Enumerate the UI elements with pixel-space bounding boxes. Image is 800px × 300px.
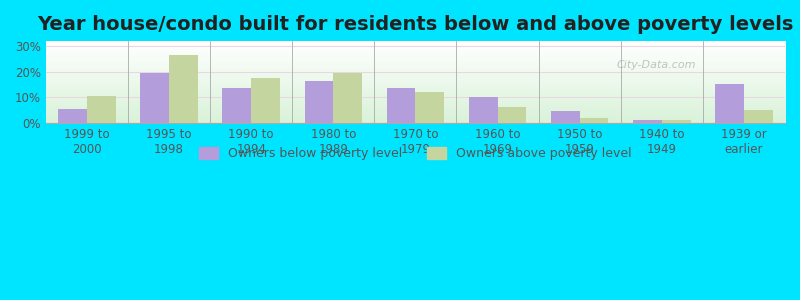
Bar — [334, 73, 362, 123]
Bar — [715, 84, 744, 123]
Bar — [469, 97, 498, 123]
Bar — [222, 88, 251, 123]
Bar — [580, 118, 609, 123]
Bar — [498, 107, 526, 123]
Bar — [386, 88, 415, 123]
Text: City-Data.com: City-Data.com — [617, 60, 696, 70]
Bar — [251, 78, 280, 123]
Bar — [744, 110, 773, 123]
Bar — [551, 111, 580, 123]
Title: Year house/condo built for residents below and above poverty levels: Year house/condo built for residents bel… — [38, 15, 794, 34]
Legend: Owners below poverty level, Owners above poverty level: Owners below poverty level, Owners above… — [194, 142, 637, 165]
Bar — [633, 120, 662, 123]
Bar — [140, 73, 169, 123]
Bar — [415, 92, 444, 123]
Bar — [662, 120, 690, 123]
Bar — [58, 109, 87, 123]
Bar — [169, 55, 198, 123]
Bar — [305, 81, 334, 123]
Bar — [87, 96, 116, 123]
